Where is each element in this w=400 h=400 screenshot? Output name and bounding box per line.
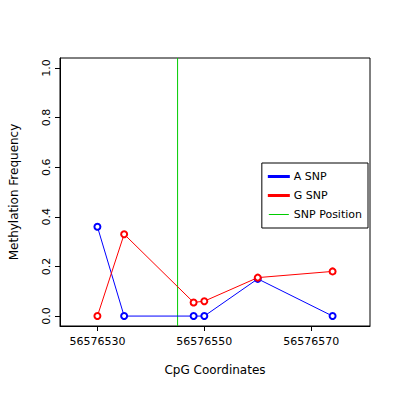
svg-text:0.4: 0.4 [40, 208, 53, 226]
svg-text:56576550: 56576550 [176, 335, 232, 348]
svg-text:SNP Position: SNP Position [294, 208, 362, 221]
svg-text:G SNP: G SNP [294, 189, 328, 202]
svg-text:1.0: 1.0 [40, 59, 53, 77]
svg-text:0.2: 0.2 [40, 258, 53, 276]
svg-text:0.8: 0.8 [40, 109, 53, 127]
svg-text:56576530: 56576530 [69, 335, 125, 348]
svg-text:56576570: 56576570 [283, 335, 339, 348]
svg-text:A SNP: A SNP [294, 170, 327, 183]
svg-text:0.0: 0.0 [40, 307, 53, 325]
svg-text:0.6: 0.6 [40, 158, 53, 176]
svg-text:Methylation Frequency: Methylation Frequency [7, 124, 21, 261]
svg-text:CpG Coordinates: CpG Coordinates [164, 363, 265, 377]
